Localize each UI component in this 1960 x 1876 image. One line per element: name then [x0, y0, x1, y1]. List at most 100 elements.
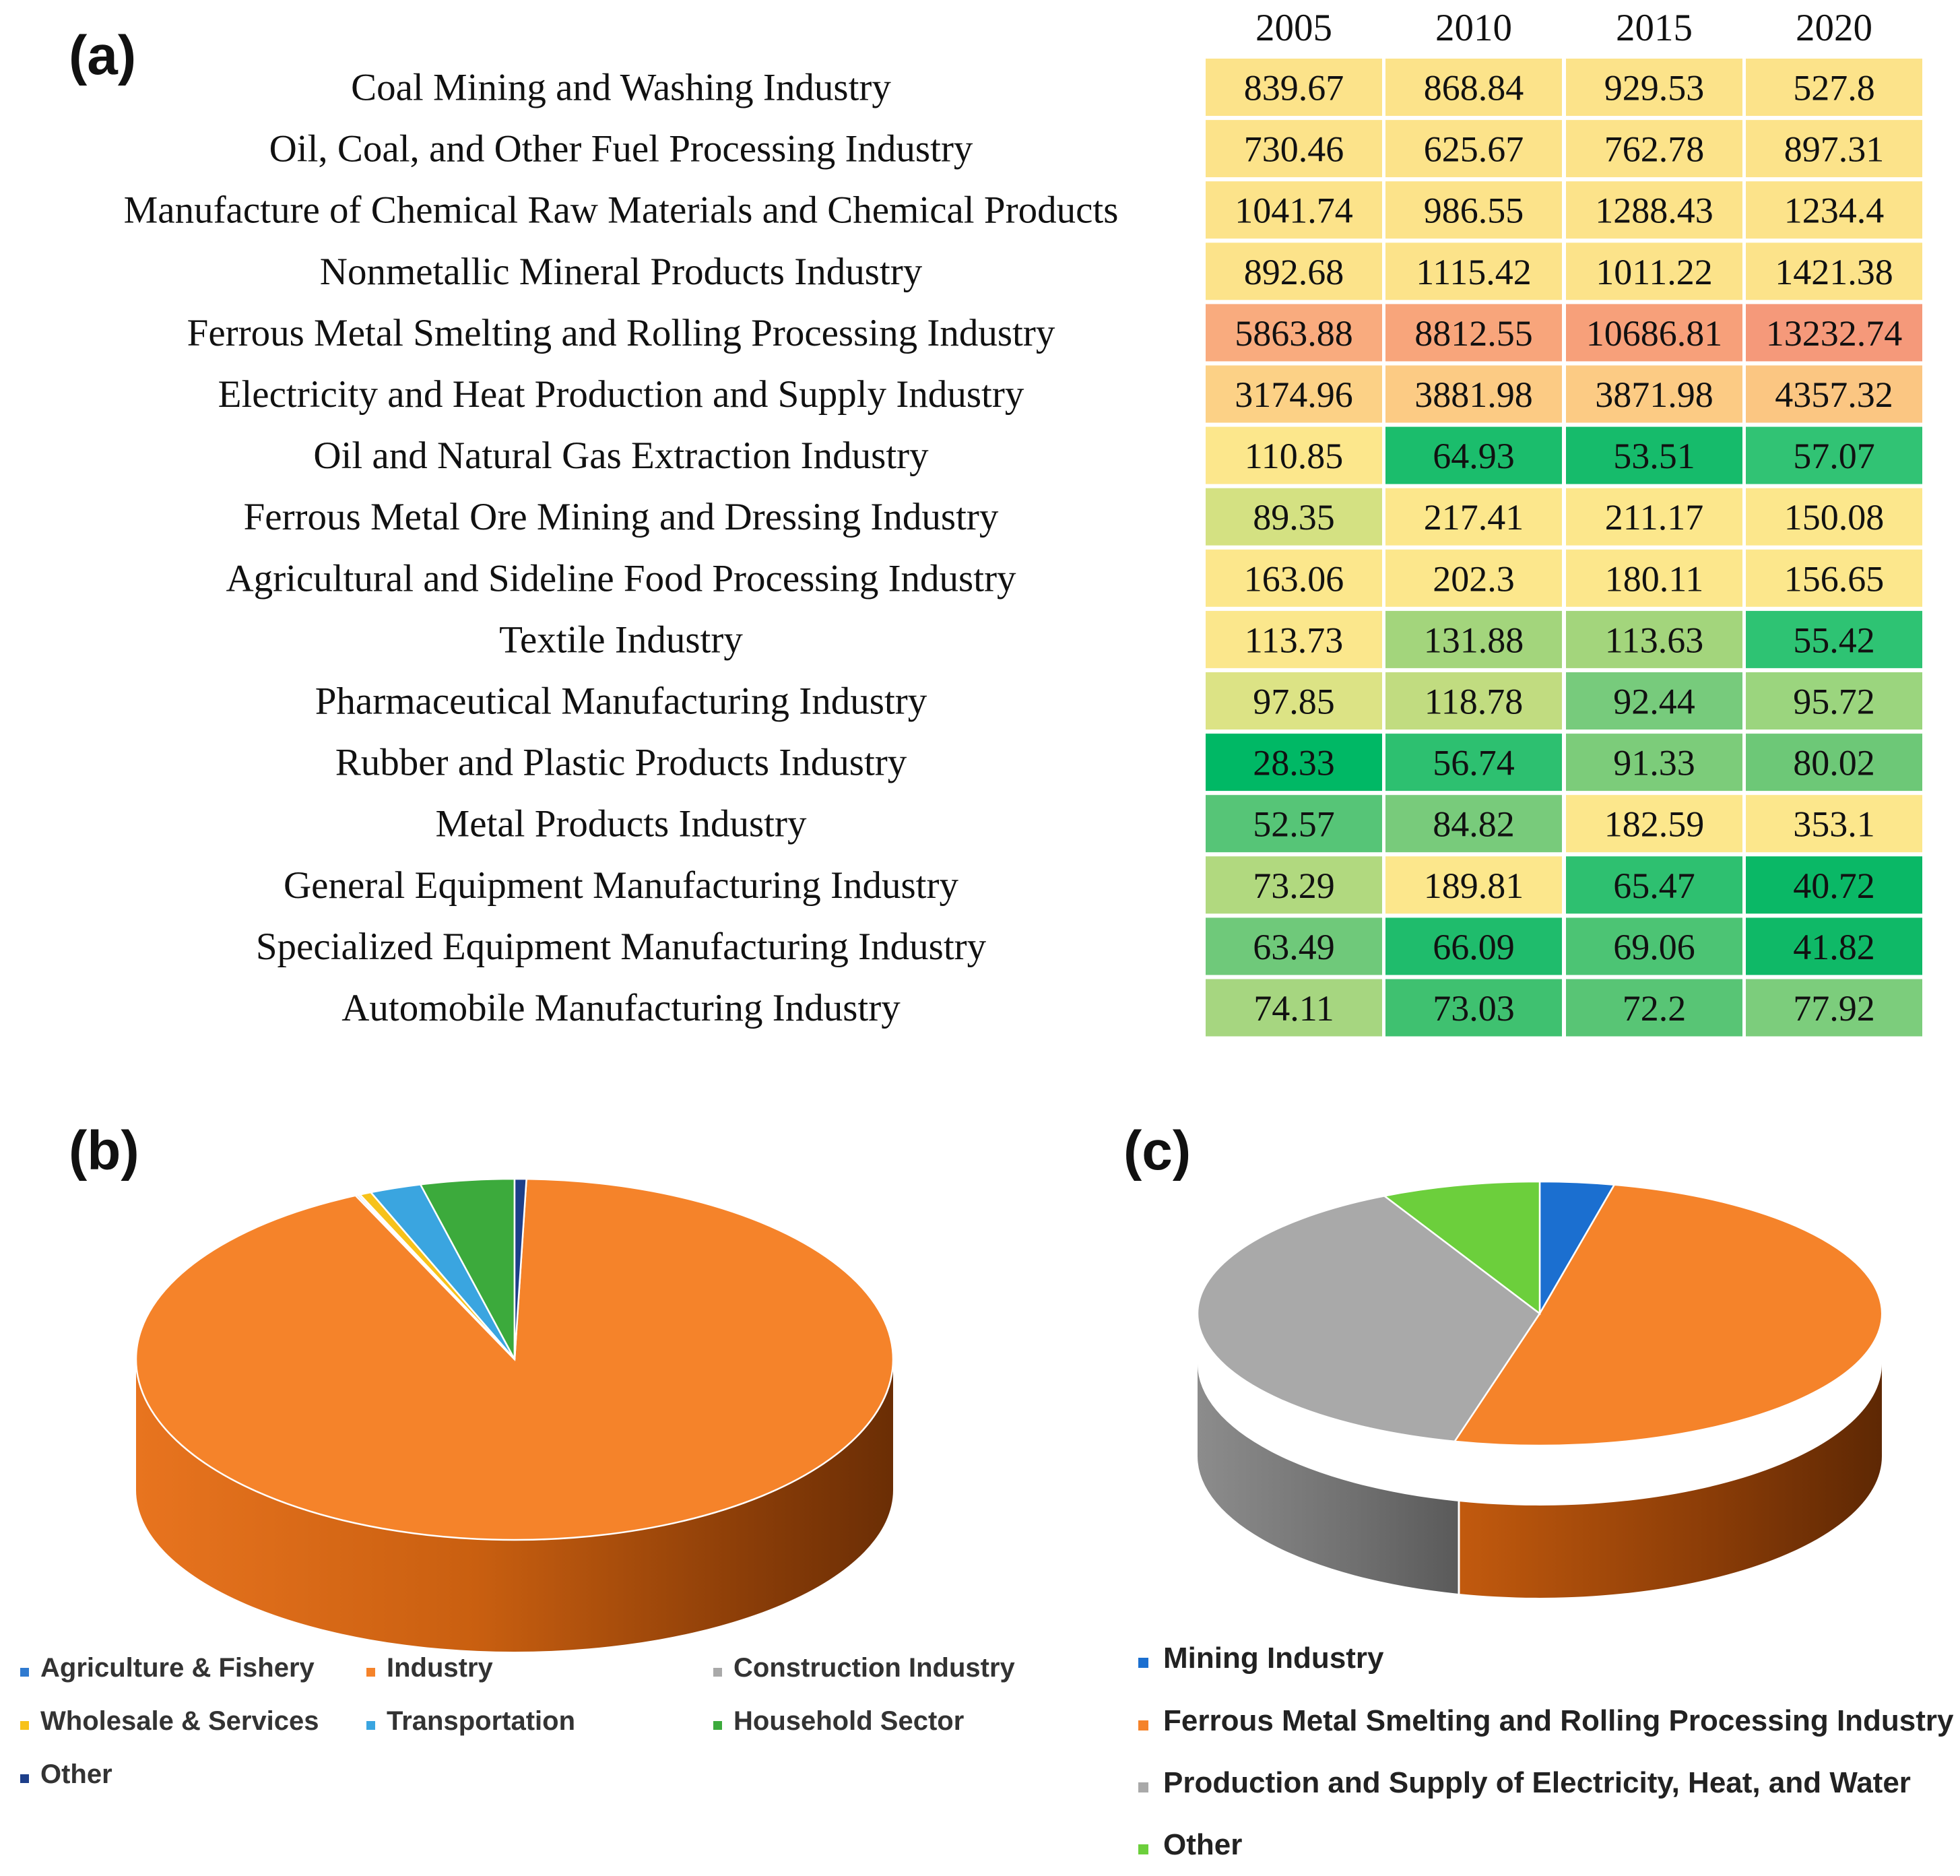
legend-c: Mining Industry Ferrous Metal Smelting an… — [1138, 1642, 1954, 1861]
heat-cell — [1746, 181, 1922, 239]
heat-cell-value: 53.51 — [1613, 436, 1695, 476]
heat-cell-value: 74.11 — [1253, 988, 1334, 1029]
heat-cell-value: 5863.88 — [1235, 313, 1353, 354]
heat-cell — [1566, 488, 1742, 546]
heat-cell-value: 91.33 — [1613, 743, 1695, 783]
pie-c-slice-production-and-supply-of-electricity-heat-and-water — [1196, 1195, 1541, 1443]
legend-b-item-construction-industry: Construction Industry — [733, 1653, 1016, 1683]
legend-c-swatch — [1138, 1658, 1148, 1668]
heat-cell-value: 28.33 — [1253, 743, 1335, 783]
heat-cell — [1206, 672, 1382, 730]
heat-cell-value: 1011.22 — [1596, 252, 1713, 292]
heat-cell-value: 89.35 — [1253, 497, 1335, 538]
heat-cell-value: 52.57 — [1253, 804, 1335, 845]
heat-cell-value: 57.07 — [1793, 436, 1875, 476]
heat-cell — [1566, 672, 1742, 730]
heat-cell — [1566, 242, 1742, 300]
legend-c-swatch — [1138, 1782, 1148, 1792]
heat-cell — [1385, 549, 1562, 607]
heat-cell-value: 72.2 — [1623, 988, 1687, 1029]
heat-cell — [1385, 181, 1562, 239]
legend-b-swatch — [713, 1668, 722, 1677]
heat-cell — [1385, 426, 1562, 484]
pie-c-slices — [1196, 1180, 1883, 1447]
panel-label-c: (c) — [1123, 1120, 1191, 1182]
heat-cell-value: 868.84 — [1424, 68, 1524, 108]
pie-c-slice-ferrous-metal-smelting-and-rolling-processing-industry — [1453, 1184, 1883, 1447]
legend-b-swatch — [366, 1721, 375, 1730]
legend-b-item-agriculture-fishery: Agriculture & Fishery — [40, 1653, 315, 1683]
row-label-nonmetallic-mineral-products-industry: Nonmetallic Mineral Products Industry — [320, 251, 923, 293]
heat-cell — [1206, 979, 1382, 1037]
heat-cell-value: 1421.38 — [1775, 252, 1893, 292]
heat-cell-value: 839.67 — [1244, 68, 1344, 108]
heat-cell-value: 55.42 — [1793, 620, 1875, 660]
legend-b-swatch — [20, 1774, 29, 1783]
heat-cell-value: 10686.81 — [1586, 313, 1723, 354]
heat-cell-value: 3881.98 — [1414, 375, 1533, 415]
heat-cell-value: 150.08 — [1784, 497, 1885, 538]
legend-b-swatch — [20, 1668, 29, 1677]
heat-cell — [1206, 917, 1382, 975]
heat-cell-value: 64.93 — [1433, 436, 1515, 476]
heat-cell — [1206, 426, 1382, 484]
heat-cell-value: 211.17 — [1605, 497, 1704, 538]
panel-label-b: (b) — [69, 1120, 139, 1182]
heat-cell — [1746, 734, 1922, 791]
heat-cell — [1385, 120, 1562, 178]
heat-cell — [1746, 917, 1922, 975]
legend-b-swatch — [366, 1668, 375, 1677]
legend-b-item-household-sector: Household Sector — [733, 1706, 964, 1736]
pie-c-side-gray — [1198, 1364, 1459, 1594]
heat-cell-value: 1115.42 — [1416, 252, 1532, 292]
legend-b: Agriculture & Fishery Industry Constructio… — [20, 1653, 1016, 1789]
legend-c-item-mining-industry: Mining Industry — [1163, 1642, 1384, 1675]
row-label-agricultural-and-sideline-food-processing-industry: Agricultural and Sideline Food Processin… — [226, 557, 1016, 600]
heat-cell — [1566, 304, 1742, 362]
heat-cell-value: 56.74 — [1433, 743, 1515, 783]
heat-cell-value: 41.82 — [1793, 927, 1875, 967]
heat-cell-value: 66.09 — [1433, 927, 1515, 967]
row-label-electricity-and-heat-production-and-supply-industry: Electricity and Heat Production and Supp… — [218, 373, 1024, 416]
heat-cell — [1206, 856, 1382, 914]
row-label-automobile-manufacturing-industry: Automobile Manufacturing Industry — [341, 987, 901, 1029]
pie-c-slice-other — [1382, 1180, 1541, 1316]
heat-cell — [1566, 734, 1742, 791]
heat-cell-value: 73.29 — [1253, 866, 1335, 906]
heat-cell-value: 1234.4 — [1784, 191, 1885, 231]
heat-cell — [1746, 426, 1922, 484]
legend-b-swatch — [713, 1721, 722, 1730]
heat-cell — [1746, 242, 1922, 300]
heat-cell-value: 897.31 — [1784, 129, 1885, 170]
heat-cell — [1746, 304, 1922, 362]
heat-cell-value: 182.59 — [1604, 804, 1705, 845]
legend-b-item-transportation: Transportation — [387, 1706, 575, 1736]
heat-cell — [1746, 365, 1922, 423]
column-header-2015: 2015 — [1616, 7, 1693, 49]
heat-cell — [1385, 242, 1562, 300]
heat-cell-value: 110.85 — [1245, 436, 1344, 476]
legend-c-item-production-and-supply-of-electricity-heat-and-water: Production and Supply of Electricity, He… — [1163, 1766, 1911, 1799]
legend-b-item-wholesale-services: Wholesale & Services — [40, 1706, 319, 1736]
column-header-2005: 2005 — [1255, 7, 1332, 49]
heat-cell-value: 353.1 — [1793, 804, 1875, 845]
row-label-textile-industry: Textile Industry — [499, 618, 743, 661]
heat-cell-value: 80.02 — [1793, 743, 1875, 783]
heat-cell — [1206, 365, 1382, 423]
heat-cell — [1385, 488, 1562, 546]
heat-cell — [1385, 856, 1562, 914]
pie-b-slices — [135, 1177, 894, 1541]
heat-cell — [1746, 979, 1922, 1037]
heat-cell-value: 762.78 — [1604, 129, 1705, 170]
heat-cell — [1206, 181, 1382, 239]
heat-cell — [1385, 610, 1562, 668]
heat-cell — [1206, 304, 1382, 362]
heat-cell-value: 97.85 — [1253, 682, 1335, 722]
heat-cell — [1746, 610, 1922, 668]
heat-cell — [1206, 610, 1382, 668]
heat-cell-value: 84.82 — [1433, 804, 1515, 845]
heat-cell — [1206, 242, 1382, 300]
heat-cell-value: 4357.32 — [1775, 375, 1893, 415]
heat-cell-value: 113.63 — [1605, 620, 1704, 660]
